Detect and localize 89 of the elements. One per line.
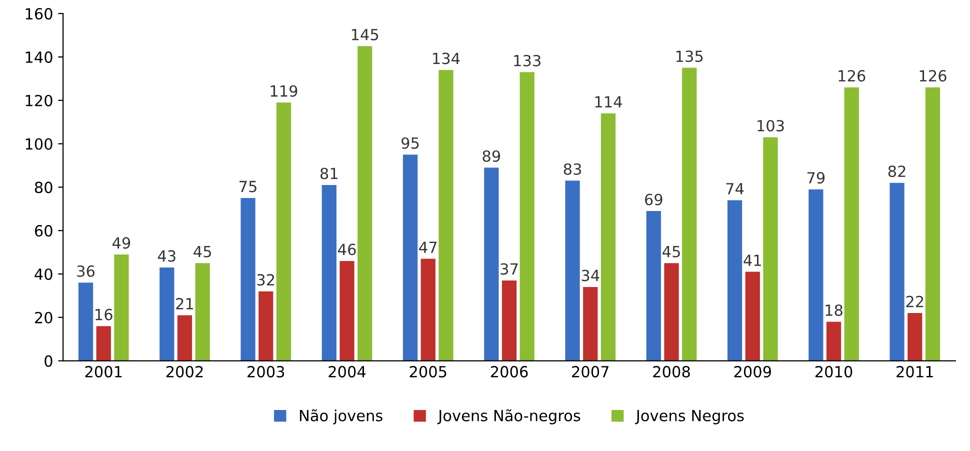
data-label: 126 — [920, 70, 946, 82]
bar — [438, 70, 454, 361]
data-label: 95 — [402, 137, 419, 149]
data-label: 82 — [888, 166, 906, 178]
legend-label: Não jovens — [300, 409, 382, 424]
bar — [276, 102, 292, 361]
bar — [600, 113, 616, 361]
bar — [322, 184, 336, 361]
bar — [195, 263, 210, 361]
x-tick-label: 2011 — [896, 366, 933, 378]
data-label: 18 — [826, 304, 842, 316]
bar — [646, 211, 661, 361]
data-label: 134 — [433, 52, 460, 64]
data-label: 69 — [645, 194, 662, 206]
x-tick-label: 2001 — [85, 366, 122, 378]
data-label: 16 — [96, 308, 112, 320]
bar — [114, 254, 129, 361]
data-label: 45 — [194, 246, 211, 258]
bar — [745, 272, 760, 361]
data-label: 103 — [758, 120, 784, 132]
data-label: 43 — [158, 250, 176, 262]
bar — [520, 72, 534, 361]
bar — [96, 326, 111, 361]
bar — [890, 182, 904, 361]
data-label: 114 — [595, 96, 622, 108]
data-label: 89 — [482, 150, 500, 162]
data-label: 32 — [257, 274, 274, 286]
x-tick-label: 2009 — [734, 366, 771, 378]
bar — [682, 68, 697, 361]
bar — [583, 287, 598, 361]
bar — [727, 200, 742, 361]
bar — [908, 313, 922, 361]
data-label: 36 — [77, 265, 95, 277]
data-label: 75 — [240, 180, 256, 192]
data-label: 126 — [838, 70, 866, 82]
bar — [826, 322, 842, 361]
bar — [358, 46, 372, 361]
bar — [808, 189, 824, 361]
data-label: 135 — [676, 50, 703, 62]
legend-label: Jovens Não-negros — [437, 409, 580, 424]
data-label: 21 — [176, 298, 194, 310]
bar — [565, 180, 580, 361]
bar — [258, 291, 274, 361]
legend-label: Jovens Negros — [635, 410, 744, 424]
data-label: 47 — [419, 242, 437, 253]
x-tick-label: 2007 — [572, 366, 609, 378]
bar — [177, 315, 192, 361]
y-tick-label: 100 — [26, 138, 52, 150]
x-tick-label: 2008 — [653, 366, 690, 378]
data-label: 37 — [500, 263, 518, 275]
bar — [763, 137, 778, 361]
y-tick-label: 40 — [34, 268, 52, 280]
y-tick-label: 120 — [26, 94, 52, 106]
bar — [844, 87, 859, 361]
x-tick-label: 2003 — [248, 366, 284, 378]
y-tick-label: 80 — [34, 182, 52, 194]
data-label: 119 — [270, 85, 298, 97]
y-tick-label: 60 — [34, 225, 52, 237]
bar — [484, 168, 499, 361]
data-label: 45 — [662, 246, 680, 258]
bar — [402, 154, 418, 361]
bar — [240, 198, 256, 361]
y-tick-label: 160 — [26, 8, 52, 20]
data-label: 79 — [807, 172, 825, 184]
data-label: 34 — [582, 270, 600, 282]
data-label: 81 — [320, 168, 338, 180]
data-label: 49 — [112, 237, 130, 249]
data-label: 46 — [338, 244, 356, 256]
data-label: 83 — [564, 163, 582, 175]
x-tick-label: 2005 — [410, 366, 446, 378]
bar — [502, 280, 517, 361]
y-tick-label: 140 — [26, 51, 52, 63]
x-tick-label: 2002 — [166, 366, 203, 378]
data-label: 133 — [514, 54, 540, 66]
y-tick-label: 20 — [35, 312, 52, 324]
y-tick-label: 0 — [44, 355, 52, 367]
data-label: 145 — [352, 28, 378, 40]
bar — [420, 258, 436, 361]
bar — [925, 87, 940, 361]
bar — [340, 260, 354, 361]
x-tick-label: 2004 — [328, 366, 366, 378]
bar — [78, 282, 94, 361]
data-label: 22 — [906, 296, 924, 308]
data-label: 74 — [726, 183, 744, 194]
bar — [160, 267, 174, 361]
x-tick-label: 2006 — [490, 366, 528, 378]
bar — [664, 263, 679, 361]
x-tick-label: 2010 — [815, 366, 852, 378]
data-label: 41 — [744, 254, 761, 266]
